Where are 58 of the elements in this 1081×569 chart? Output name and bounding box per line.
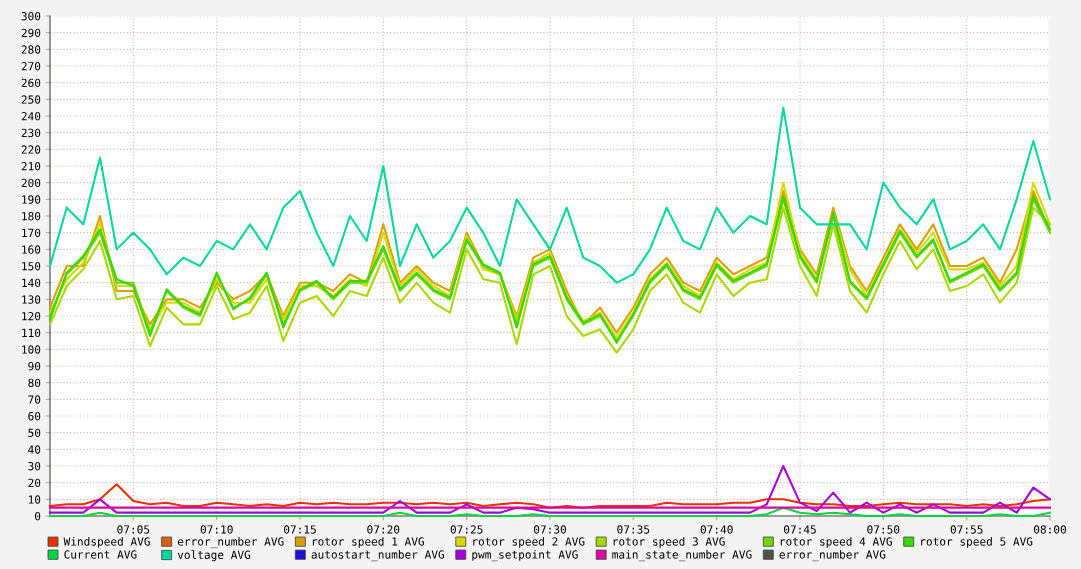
x-tick-label: 07:05 [117,525,150,534]
y-tick-label: 270 [21,62,41,71]
x-tick-label: 08:00 [1034,525,1066,534]
x-tick-label: 07:10 [200,525,233,534]
y-tick-label: 210 [21,162,41,171]
x-tick-label: 07:40 [700,525,733,534]
y-tick-label: 190 [22,195,41,204]
y-tick-label: 60 [28,412,41,421]
y-tick-label: 180 [22,212,41,221]
x-tick-label: 07:30 [534,525,566,534]
legend-label: voltage AVG [177,550,251,562]
x-tick-label: 07:55 [950,525,983,534]
y-tick-label: 220 [21,145,41,154]
legend-label: rotor speed 5 AVG [921,537,1033,548]
y-tick-label: 170 [22,228,41,238]
x-tick-label: 07:45 [784,525,816,534]
y-tick-label: 160 [22,245,41,254]
x-tick-label: 07:20 [367,525,400,534]
line-series [48,483,1052,509]
legend-label: rotor speed 4 AVG [780,537,892,548]
x-tick-label: 07:50 [867,525,900,534]
y-tick-label: 0 [35,512,41,521]
x-tick-label: 07:35 [617,525,650,534]
y-tick-label: 90 [28,362,41,371]
legend-label: Windspeed AVG [63,537,150,548]
y-tick-label: 120 [22,312,41,321]
y-tick-label: 40 [28,445,41,454]
legend-label: Current AVG [64,550,137,559]
y-tick-label: 50 [28,428,41,438]
y-tick-label: 110 [22,328,41,338]
y-tick-label: 280 [21,45,41,54]
y-tick-label: 140 [22,278,41,288]
x-tick-label: 07:25 [450,525,483,534]
legend-label: rotor speed 3 AVG [613,537,725,548]
y-tick-label: 30 [28,462,41,471]
y-tick-label: 260 [21,78,41,88]
y-tick-label: 200 [21,178,41,188]
x-tick-label: 07:15 [284,525,316,534]
y-tick-label: 250 [21,95,41,104]
y-tick-label: 20 [28,478,41,488]
y-tick-label: 100 [22,345,41,354]
y-tick-label: 240 [21,112,41,121]
legend-label: error_number AVG [177,537,284,549]
legend-label: error_number AVG [779,550,886,562]
y-tick-label: 80 [28,378,41,388]
y-tick-label: 130 [22,295,41,304]
line-series [48,106,1052,284]
legend-label: rotor speed 2 AVG [473,537,585,548]
y-tick-label: 300 [21,12,41,21]
legend-label: rotor speed 1 AVG [312,537,424,548]
legend-label: main_state_number AVG [612,550,752,562]
y-tick-label: 230 [21,128,41,138]
y-tick-label: 70 [28,395,41,404]
legend-label: autostart_number AVG [311,550,444,562]
legend-label: pwm_setpoint AVG [472,550,578,562]
y-tick-label: 10 [28,495,41,504]
y-tick-label: 150 [22,262,41,271]
y-tick-label: 290 [21,28,41,38]
